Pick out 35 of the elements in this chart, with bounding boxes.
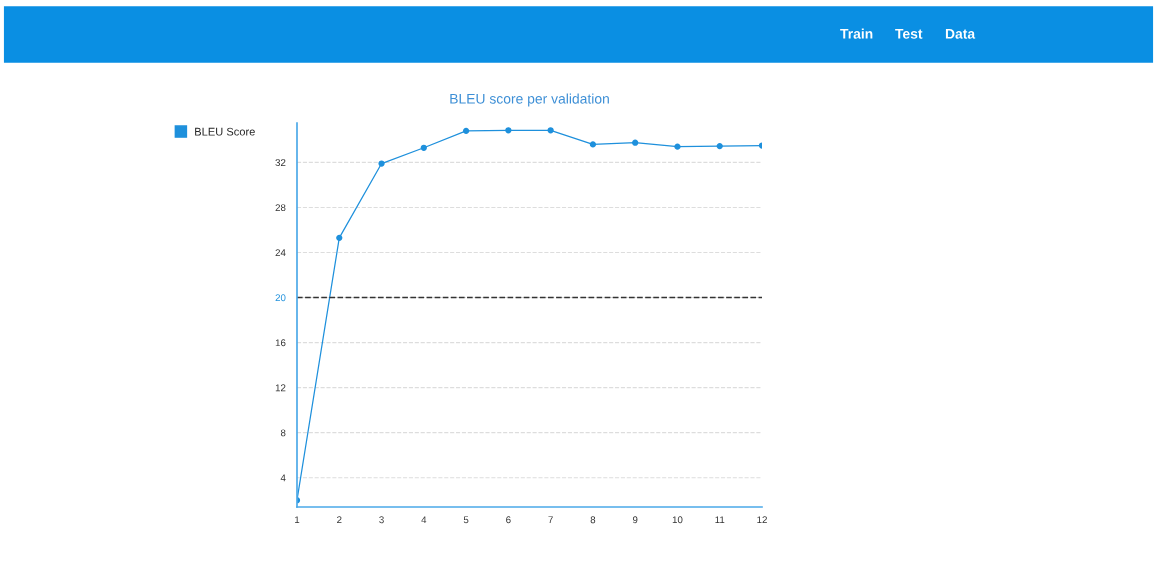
x-tick-label: 9 <box>632 516 638 524</box>
y-tick-label: 32 <box>275 159 286 167</box>
point <box>420 144 427 151</box>
point <box>505 127 512 134</box>
point <box>716 142 723 150</box>
x-tick-label: 5 <box>463 516 469 524</box>
y-tick-label: 24 <box>275 249 286 257</box>
point <box>589 141 597 148</box>
x-tick-label: 12 <box>757 516 767 524</box>
point <box>674 143 681 150</box>
x-tick-label: 10 <box>672 516 683 524</box>
text: Data <box>945 29 976 39</box>
x-tick-label: 3 <box>379 516 384 524</box>
text: Train <box>840 28 873 39</box>
point <box>462 127 470 135</box>
y-tick-label: 16 <box>275 339 286 347</box>
y-tick-label: 8 <box>280 429 286 437</box>
text: Test <box>895 29 923 39</box>
x-tick-label: 4 <box>421 516 427 524</box>
y-tick-label: 28 <box>275 204 286 212</box>
legend-label: BLEU Score <box>195 127 255 136</box>
y-tick-label: 12 <box>275 384 286 392</box>
x-tick-label: 2 <box>337 516 342 524</box>
point <box>336 234 343 241</box>
point <box>547 127 554 134</box>
point <box>378 160 385 167</box>
x-tick-label: 7 <box>548 516 553 524</box>
y-tick-label: 4 <box>280 474 286 482</box>
chart-title: BLEU score per validation <box>450 93 609 107</box>
point <box>632 139 639 146</box>
x-tick-label: 11 <box>715 516 725 524</box>
x-tick-label: 8 <box>590 516 596 524</box>
y-tick-label: 20 <box>275 294 286 302</box>
x-tick-label: 1 <box>295 516 300 524</box>
x-tick-label: 6 <box>506 516 511 524</box>
